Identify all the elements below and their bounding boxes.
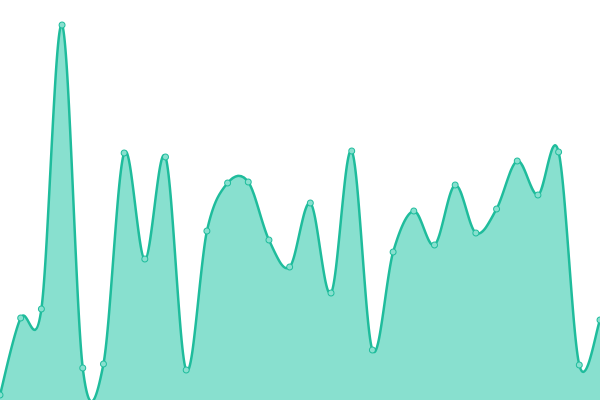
point xyxy=(389,248,397,256)
point xyxy=(0,391,4,399)
point xyxy=(534,191,542,199)
point xyxy=(99,360,107,368)
point xyxy=(17,314,25,322)
point xyxy=(58,21,66,29)
point xyxy=(327,289,335,297)
point xyxy=(120,149,128,157)
point xyxy=(410,207,418,215)
point xyxy=(575,361,583,369)
point xyxy=(306,199,314,207)
point xyxy=(265,236,273,244)
point xyxy=(513,157,521,165)
point xyxy=(224,179,232,187)
point xyxy=(182,366,190,374)
point xyxy=(37,305,45,313)
point xyxy=(596,316,600,324)
point xyxy=(203,227,211,235)
point xyxy=(348,147,356,155)
point xyxy=(555,148,563,156)
point xyxy=(493,205,501,213)
point xyxy=(472,229,480,237)
point xyxy=(79,364,87,372)
point xyxy=(141,255,149,263)
point xyxy=(286,263,294,271)
point xyxy=(368,346,376,354)
area xyxy=(0,24,600,400)
point xyxy=(162,153,170,161)
point xyxy=(244,178,252,186)
point xyxy=(430,241,438,249)
point xyxy=(451,181,459,189)
